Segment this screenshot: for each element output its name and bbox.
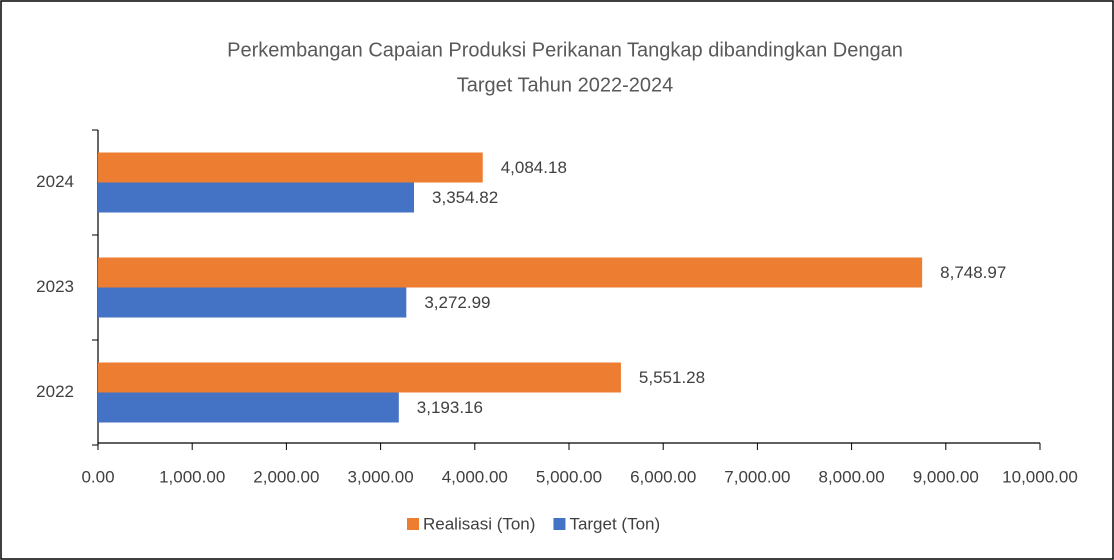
x-tick-label: 3,000.00 xyxy=(348,467,414,486)
bar xyxy=(98,362,621,393)
y-tick-label: 2023 xyxy=(36,277,74,296)
bar xyxy=(98,257,923,288)
x-tick-label: 7,000.00 xyxy=(724,467,790,486)
y-tick-label: 2024 xyxy=(36,172,74,191)
bar xyxy=(98,392,399,423)
data-label: 8,748.97 xyxy=(940,263,1006,282)
legend-swatch xyxy=(407,518,419,530)
x-tick-label: 9,000.00 xyxy=(913,467,979,486)
legend-label: Target (Ton) xyxy=(569,514,660,533)
x-tick-label: 8,000.00 xyxy=(819,467,885,486)
x-tick-label: 6,000.00 xyxy=(630,467,696,486)
x-tick-label: 4,000.00 xyxy=(442,467,508,486)
y-tick-label: 2022 xyxy=(36,382,74,401)
legend-label: Realisasi (Ton) xyxy=(423,514,535,533)
data-label: 4,084.18 xyxy=(501,158,567,177)
data-label: 3,272.99 xyxy=(424,293,490,312)
x-tick-label: 0.00 xyxy=(81,467,114,486)
x-tick-label: 2,000.00 xyxy=(253,467,319,486)
data-label: 3,193.16 xyxy=(417,398,483,417)
data-label: 5,551.28 xyxy=(639,368,705,387)
legend-swatch xyxy=(553,518,566,530)
bar xyxy=(98,182,415,213)
chart-title: Perkembangan Capaian Produksi Perikanan … xyxy=(227,39,903,61)
x-tick-label: 5,000.00 xyxy=(536,467,602,486)
data-label: 3,354.82 xyxy=(432,188,498,207)
x-tick-label: 10,000.00 xyxy=(1002,467,1078,486)
x-tick-label: 1,000.00 xyxy=(159,467,225,486)
bar xyxy=(98,152,483,183)
chart-title: Target Tahun 2022-2024 xyxy=(457,74,673,96)
bar xyxy=(98,287,407,318)
